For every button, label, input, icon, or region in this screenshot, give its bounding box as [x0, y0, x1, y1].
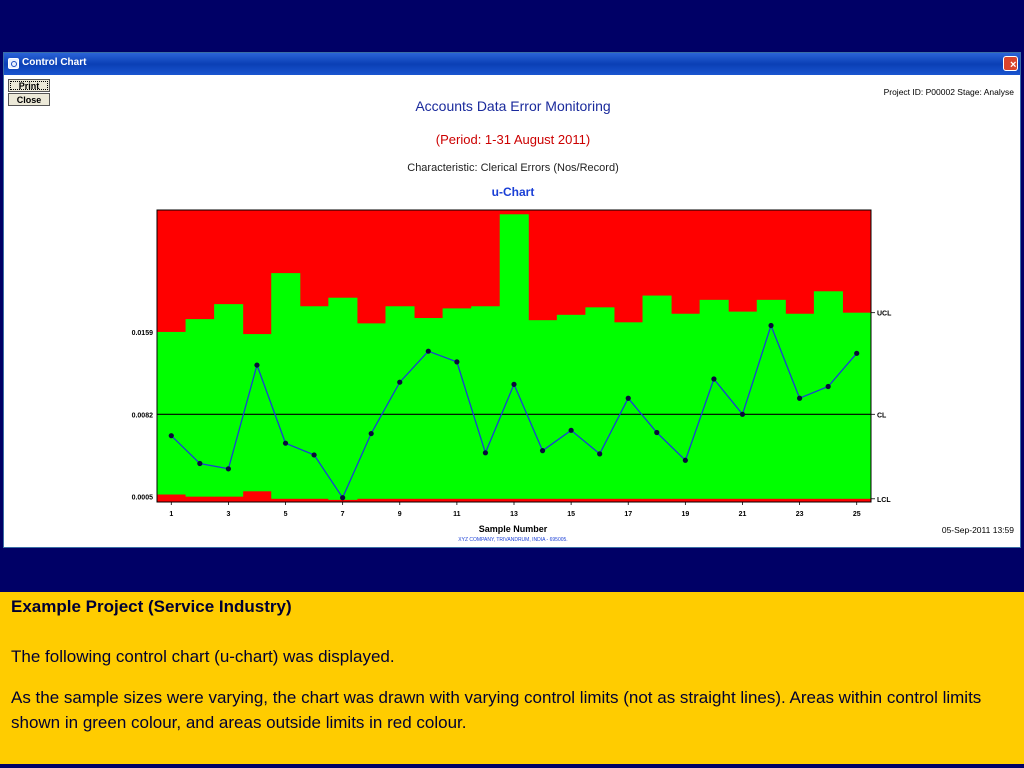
chart-characteristic: Characteristic: Clerical Errors (Nos/Rec… [407, 162, 619, 174]
y-tick-label: 0.0005 [132, 495, 154, 502]
y-tick-label: 0.0159 [132, 330, 154, 337]
within-limits-band-11 [442, 308, 472, 499]
data-point-10 [425, 348, 431, 354]
within-limits-band-12 [471, 306, 501, 499]
x-tick-label: 19 [681, 511, 689, 518]
data-point-6 [311, 452, 317, 458]
within-limits-band-8 [356, 323, 386, 499]
data-point-11 [454, 359, 460, 365]
control-chart-window: Control Chart × Print Close Project ID: … [3, 52, 1021, 548]
caption-panel: Example Project (Service Industry) The f… [0, 592, 1024, 764]
data-point-15 [568, 427, 574, 433]
within-limits-band-16 [585, 307, 615, 499]
data-point-4 [254, 362, 260, 368]
within-limits-band-21 [728, 311, 758, 499]
data-point-22 [768, 322, 774, 329]
x-tick-label: 17 [624, 511, 632, 518]
within-limits-band-22 [756, 299, 786, 499]
chart-subtitle: u-Chart [492, 185, 535, 199]
data-point-13 [511, 381, 517, 387]
caption-title: Example Project (Service Industry) [11, 597, 292, 616]
data-point-18 [654, 429, 660, 436]
data-point-1 [168, 433, 174, 439]
u-chart: Accounts Data Error Monitoring (Period: … [132, 98, 893, 543]
chart-period: (Period: 1-31 August 2011) [436, 132, 590, 147]
x-tick-label: 15 [567, 511, 575, 518]
data-point-17 [625, 395, 631, 401]
window-title: Control Chart [22, 57, 87, 68]
x-tick-label: 1 [169, 511, 173, 518]
caption-line2: As the sample sizes were varying, the ch… [11, 688, 982, 732]
within-limits-band-10 [414, 318, 444, 499]
data-point-2 [197, 460, 203, 467]
within-limits-band-4 [242, 334, 272, 492]
y-tick-label: 0.0082 [132, 412, 154, 419]
within-limits-band-19 [671, 313, 701, 499]
x-axis-label: Sample Number [479, 524, 548, 534]
data-point-21 [739, 411, 746, 417]
within-limits-band-7 [328, 297, 358, 500]
within-limits-band-5 [271, 273, 301, 499]
data-point-12 [482, 450, 489, 456]
within-limits-band-3 [214, 304, 244, 497]
data-point-23 [797, 395, 803, 401]
caption-line1: The following control chart (u-chart) wa… [11, 647, 395, 666]
date-stamp: 05-Sep-2011 13:59 [941, 525, 1014, 535]
within-limits-band-2 [185, 319, 215, 497]
footer-note: XYZ COMPANY, TRIVANDRUM, INDIA - 695005. [458, 537, 567, 543]
cl-label: CL [877, 412, 887, 419]
window-titlebar[interactable]: Control Chart × [4, 53, 1020, 75]
x-tick-label: 7 [341, 511, 345, 518]
x-tick-label: 13 [510, 511, 518, 518]
within-limits-band-9 [385, 306, 415, 499]
data-point-9 [397, 379, 403, 385]
within-limits-band-20 [699, 299, 729, 499]
x-tick-label: 11 [453, 511, 461, 518]
x-tick-label: 25 [853, 511, 861, 518]
print-button[interactable]: Print [8, 79, 50, 92]
data-point-25 [854, 350, 860, 356]
within-limits-band-14 [528, 320, 558, 499]
close-button[interactable]: Close [8, 93, 50, 106]
data-point-24 [825, 383, 831, 390]
within-limits-band-1 [157, 331, 187, 495]
chart-title: Accounts Data Error Monitoring [415, 98, 610, 114]
within-limits-band-23 [785, 313, 815, 499]
within-limits-band-6 [299, 306, 329, 499]
project-info: Project ID: P00002 Stage: Analyse [883, 87, 1014, 97]
ucl-label: UCL [877, 311, 892, 318]
data-point-3 [225, 466, 231, 472]
window-close-button[interactable]: × [1003, 56, 1018, 71]
data-point-8 [368, 430, 374, 437]
data-point-7 [340, 495, 346, 501]
data-point-20 [711, 376, 717, 382]
within-limits-band-25 [842, 312, 872, 499]
data-point-14 [539, 448, 546, 454]
app-icon [8, 58, 19, 69]
lcl-label: LCL [877, 497, 891, 504]
data-point-16 [597, 451, 603, 457]
x-tick-label: 23 [796, 511, 804, 518]
within-limits-band-18 [642, 295, 672, 499]
x-tick-label: 3 [226, 511, 230, 518]
data-point-5 [282, 440, 289, 446]
within-limits-band-24 [813, 291, 843, 499]
data-point-19 [682, 457, 688, 463]
x-tick-label: 21 [739, 511, 747, 518]
x-tick-label: 5 [284, 511, 288, 518]
x-tick-label: 9 [398, 511, 402, 518]
within-limits-band-15 [556, 314, 586, 499]
within-limits-band-13 [499, 214, 529, 499]
